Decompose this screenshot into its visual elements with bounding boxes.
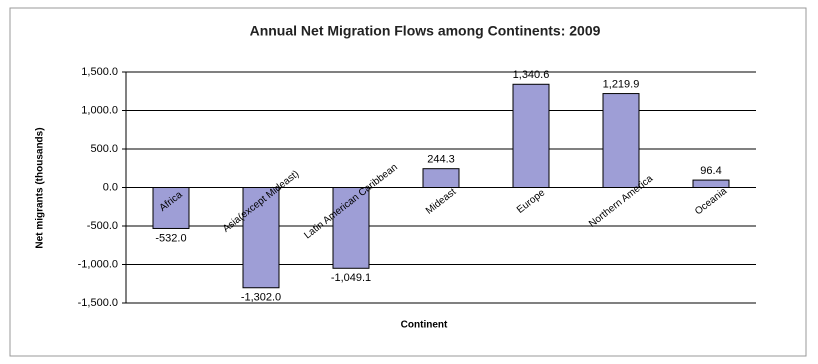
y-tick-label: -1,000.0 [78, 258, 118, 270]
chart-border [9, 7, 807, 357]
bar [602, 93, 640, 188]
y-tick-label: 0.0 [103, 181, 118, 193]
bar [152, 187, 190, 229]
y-tick-label: -1,500.0 [78, 297, 118, 309]
bar [692, 179, 730, 188]
y-tick-label: 500.0 [90, 143, 118, 155]
bar [242, 187, 280, 289]
bar [512, 83, 550, 188]
value-label: 96.4 [700, 165, 721, 177]
value-label: -1,302.0 [241, 292, 281, 304]
y-tick-label: 1,000.0 [81, 104, 118, 116]
y-tick-label: -500.0 [87, 220, 118, 232]
value-label: -532.0 [155, 232, 186, 244]
y-tick-label: 1,500.0 [81, 66, 118, 78]
x-axis-label: Continent [401, 320, 448, 331]
bar [422, 168, 460, 189]
bar [332, 187, 370, 269]
value-label: -1,049.1 [331, 272, 371, 284]
value-label: 1,219.9 [603, 78, 640, 90]
y-axis-label: Net migrants (thousands) [35, 127, 46, 248]
chart-title: Annual Net Migration Flows among Contine… [250, 23, 601, 39]
value-label: 244.3 [427, 154, 455, 166]
value-label: 1,340.6 [513, 69, 550, 81]
